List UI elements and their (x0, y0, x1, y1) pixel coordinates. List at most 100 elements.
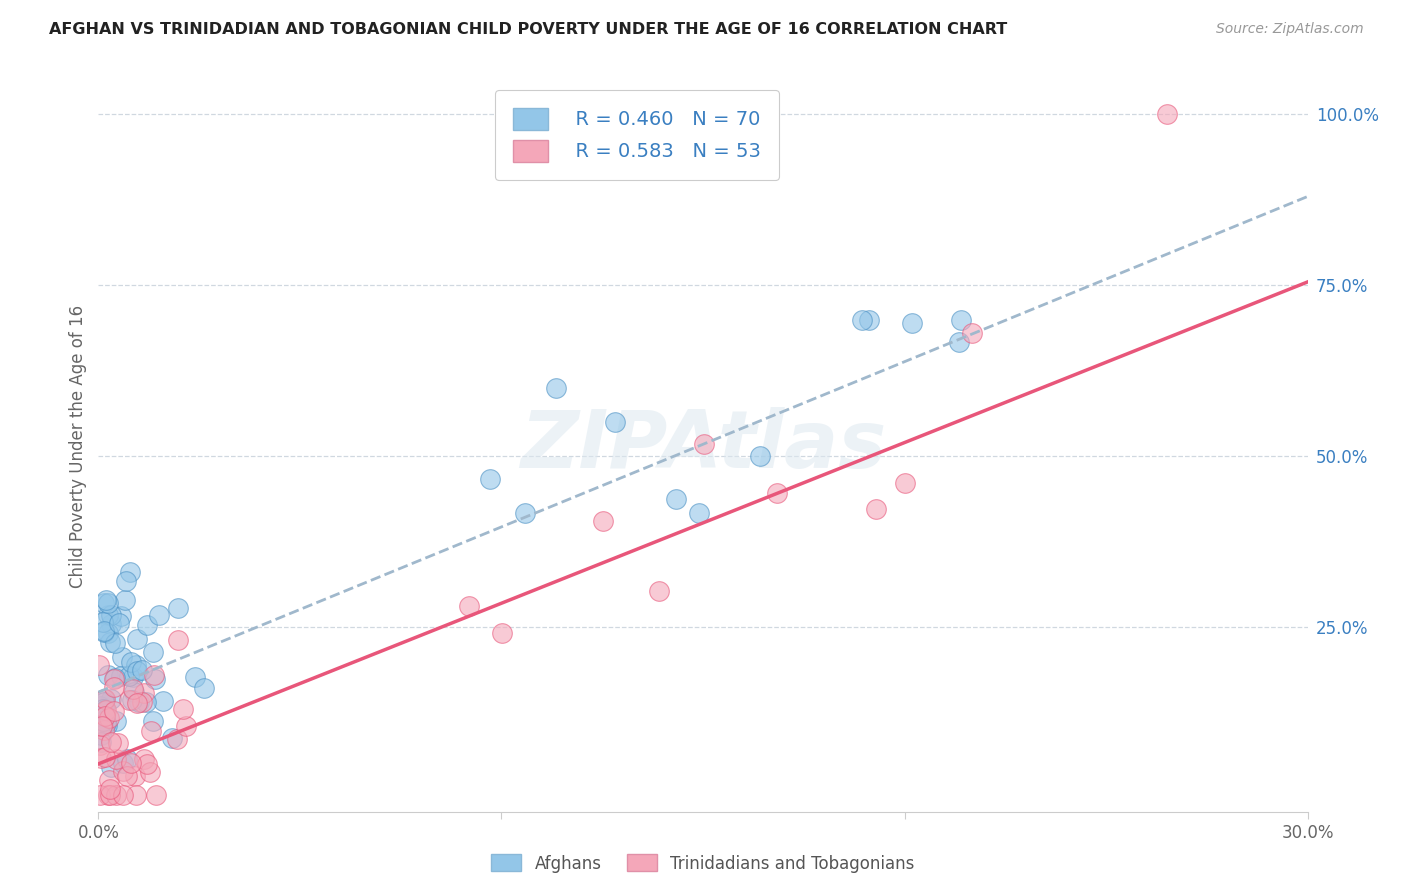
Point (865, 501, 887, 516)
Point (174, 719, 197, 733)
Point (104, 714, 127, 729)
Point (193, 681, 215, 695)
Point (97, 608, 120, 623)
Point (127, 632, 149, 646)
Point (98, 634, 121, 648)
Point (89, 738, 111, 752)
Point (148, 607, 170, 622)
Point (901, 316, 924, 330)
Point (93, 750, 115, 764)
Point (851, 312, 873, 326)
Point (184, 670, 207, 684)
Point (100, 692, 122, 706)
Point (111, 756, 134, 770)
Point (90, 719, 112, 733)
Point (94, 709, 117, 723)
Point (96, 717, 118, 731)
Point (491, 626, 513, 640)
Point (120, 756, 142, 771)
Point (142, 645, 165, 659)
Point (93, 723, 115, 738)
Point (114, 593, 136, 607)
Point (100, 760, 122, 774)
Point (103, 704, 125, 718)
Point (115, 751, 138, 765)
Point (89, 788, 111, 802)
Point (1156, 107, 1178, 121)
Point (131, 663, 153, 677)
Point (104, 671, 127, 685)
Point (118, 566, 141, 580)
Point (167, 633, 190, 648)
Point (93, 692, 115, 706)
Point (858, 312, 880, 326)
Point (90, 750, 112, 764)
Point (603, 415, 626, 429)
Point (110, 669, 132, 683)
Point (111, 650, 134, 665)
Point (166, 732, 188, 747)
Point (145, 788, 167, 802)
Point (96, 716, 118, 731)
Point (93, 703, 115, 717)
Point (118, 669, 141, 683)
Y-axis label: Child Poverty Under the Age of 16: Child Poverty Under the Age of 16 (69, 304, 87, 588)
Point (122, 684, 145, 698)
Point (91, 718, 114, 732)
Point (132, 686, 155, 700)
Point (112, 788, 135, 802)
Point (160, 731, 183, 745)
Point (100, 616, 122, 631)
Point (97, 667, 120, 681)
Point (766, 485, 789, 500)
Point (91, 701, 114, 715)
Point (93, 624, 115, 639)
Point (93, 596, 115, 610)
Point (141, 724, 163, 739)
Point (97, 788, 120, 802)
Point (93, 692, 115, 706)
Point (125, 664, 148, 678)
Point (949, 312, 972, 326)
Point (91, 615, 114, 629)
Point (90, 728, 112, 742)
Point (97, 711, 120, 725)
Point (167, 600, 190, 615)
Point (98, 772, 121, 787)
Point (143, 667, 166, 681)
Point (948, 334, 970, 349)
Point (688, 506, 710, 520)
Point (124, 769, 146, 783)
Text: AFGHAN VS TRINIDADIAN AND TOBAGONIAN CHILD POVERTY UNDER THE AGE OF 16 CORRELATI: AFGHAN VS TRINIDADIAN AND TOBAGONIAN CHI… (49, 22, 1008, 37)
Point (103, 680, 125, 694)
Point (90, 734, 112, 748)
Text: ZIPAtlas: ZIPAtlas (520, 407, 886, 485)
Point (135, 618, 157, 632)
Point (136, 756, 159, 771)
Point (120, 655, 142, 669)
Text: Source: ZipAtlas.com: Source: ZipAtlas.com (1216, 22, 1364, 37)
Point (145, 672, 167, 686)
Point (93, 695, 115, 709)
Point (125, 657, 148, 672)
Point (115, 574, 138, 588)
Point (104, 788, 127, 802)
Point (100, 735, 122, 749)
Point (478, 471, 501, 485)
Point (103, 672, 125, 686)
Point (960, 326, 983, 340)
Point (98, 788, 121, 802)
Point (142, 714, 165, 728)
Point (107, 736, 129, 750)
Point (94, 703, 117, 717)
Point (96, 593, 118, 607)
Point (152, 694, 174, 708)
Point (117, 692, 139, 706)
Point (98, 781, 121, 796)
Point (172, 702, 194, 716)
Point (121, 693, 143, 707)
Point (122, 681, 145, 696)
Point (117, 769, 139, 783)
Point (100, 607, 122, 622)
Point (122, 669, 145, 683)
